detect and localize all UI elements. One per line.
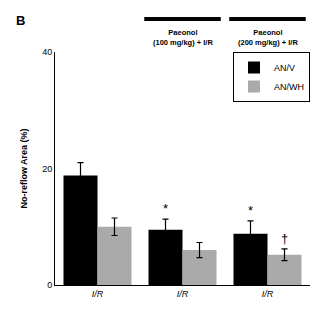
svg-text:†: † <box>281 231 288 246</box>
svg-text:*: * <box>248 203 253 218</box>
svg-text:*: * <box>163 201 168 216</box>
svg-text:0: 0 <box>47 280 52 290</box>
svg-text:Paeonol(200 mg/kg) + I/R: Paeonol(200 mg/kg) + I/R <box>238 28 298 47</box>
svg-text:Paeonol(100 mg/kg) + I/R: Paeonol(100 mg/kg) + I/R <box>153 28 213 47</box>
svg-text:I/R: I/R <box>262 289 274 299</box>
svg-text:B: B <box>16 13 25 28</box>
svg-text:AN/WH: AN/WH <box>274 82 304 92</box>
svg-text:20: 20 <box>42 164 52 174</box>
svg-text:I/R: I/R <box>177 289 189 299</box>
svg-text:I/R: I/R <box>92 289 104 299</box>
svg-text:No-reflow Area (%): No-reflow Area (%) <box>19 128 29 208</box>
svg-text:AN/V: AN/V <box>274 63 295 73</box>
svg-text:40: 40 <box>42 47 52 57</box>
